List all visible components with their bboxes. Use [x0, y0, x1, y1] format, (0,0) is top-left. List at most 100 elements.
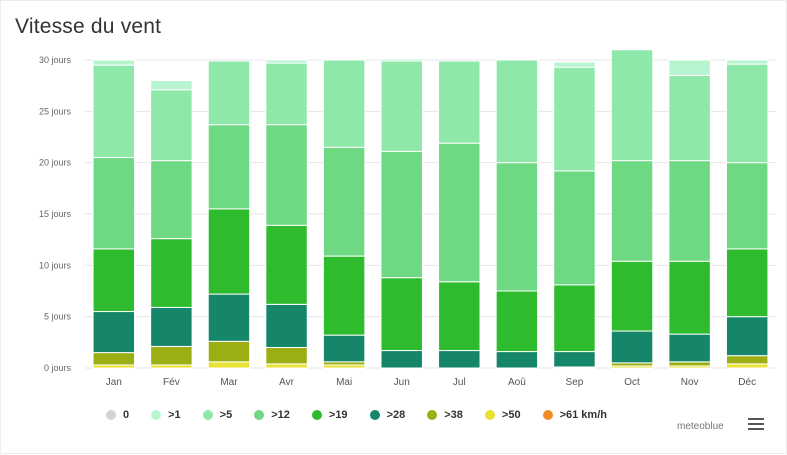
bar-segment[interactable] — [380, 60, 423, 152]
bar-segment[interactable] — [668, 74, 711, 162]
bar-segment[interactable] — [150, 80, 193, 91]
legend-label: 0 — [123, 409, 130, 421]
bar-segment[interactable] — [322, 146, 366, 257]
y-tick-label: 25 jours — [39, 106, 72, 116]
bar-segment[interactable] — [668, 59, 711, 76]
bar-segment[interactable] — [92, 311, 136, 354]
bar-segment[interactable] — [668, 333, 711, 363]
bar-segment[interactable] — [265, 62, 308, 126]
bar-segment[interactable] — [610, 160, 654, 262]
bar-segment[interactable] — [265, 346, 308, 365]
hamburger-menu-icon[interactable] — [748, 418, 764, 432]
y-tick-label: 0 jours — [44, 363, 72, 373]
bar-segment[interactable] — [725, 162, 769, 250]
legend-swatch — [484, 410, 495, 420]
bar-segment[interactable] — [725, 248, 769, 318]
legend-item[interactable]: >28 — [369, 409, 405, 421]
legend-label: >19 — [328, 409, 348, 421]
x-tick-label: Sep — [566, 377, 584, 388]
bar-segment[interactable] — [553, 351, 596, 368]
bar-segment[interactable] — [380, 350, 423, 369]
bar-segment[interactable] — [92, 64, 136, 159]
bar-segment[interactable] — [668, 160, 711, 262]
bar-segment[interactable] — [150, 160, 193, 240]
bar-segment[interactable] — [265, 124, 308, 226]
bar-segment[interactable] — [207, 124, 251, 210]
bar-segment[interactable] — [92, 157, 136, 250]
bar-segment[interactable] — [322, 334, 366, 363]
legend-item[interactable]: >1 — [151, 409, 181, 421]
bar-segment[interactable] — [265, 363, 308, 369]
x-tick-label: Oct — [624, 377, 640, 388]
bar-segment[interactable] — [495, 59, 539, 164]
bar-segment[interactable] — [380, 277, 423, 352]
bar-segment[interactable] — [725, 355, 769, 365]
bar-segment[interactable] — [553, 66, 596, 172]
legend-item[interactable]: >12 — [254, 409, 290, 421]
y-tick-label: 30 jours — [39, 55, 72, 65]
bar-segment[interactable] — [380, 150, 423, 279]
bar-segment[interactable] — [150, 89, 193, 162]
legend-swatch — [202, 410, 213, 420]
bar-segment[interactable] — [207, 208, 251, 295]
bar-segment[interactable] — [380, 58, 423, 62]
legend-label: >50 — [501, 409, 521, 421]
bar-segment[interactable] — [668, 361, 711, 367]
bar-segment[interactable] — [207, 361, 251, 369]
bar-segment[interactable] — [150, 238, 193, 308]
bar-segment[interactable] — [438, 60, 481, 144]
bar-segment[interactable] — [92, 352, 136, 366]
bar-segment[interactable] — [725, 316, 769, 357]
legend-item[interactable]: >19 — [311, 409, 348, 421]
bar-segment[interactable] — [322, 59, 366, 148]
y-tick-label: 20 jours — [39, 158, 72, 168]
legend: 0 >1 >5 >12 >19 >28 >38 >50 >61 km/h — [106, 406, 607, 424]
bar-segment[interactable] — [92, 59, 136, 66]
y-tick-label: 10 jours — [39, 260, 72, 270]
bar-segment[interactable] — [725, 59, 769, 65]
legend-label: >1 — [168, 409, 181, 421]
bar-segment[interactable] — [265, 59, 308, 64]
legend-item[interactable]: 0 — [106, 409, 129, 421]
legend-label: >61 km/h — [559, 409, 607, 421]
bar-segment[interactable] — [610, 330, 654, 364]
bar-segment[interactable] — [438, 350, 481, 369]
bar-segment[interactable] — [725, 63, 769, 164]
bar-segment[interactable] — [553, 170, 596, 286]
bar-segment[interactable] — [207, 293, 251, 342]
bar-segment[interactable] — [495, 162, 539, 292]
bar-segment[interactable] — [553, 61, 596, 68]
bar-segment[interactable] — [150, 306, 193, 347]
bar-segment[interactable] — [668, 260, 711, 335]
x-tick-label: Jan — [106, 377, 122, 388]
x-tick-label: Mar — [220, 377, 238, 388]
credit-label: meteoblue — [677, 421, 724, 432]
bar-segment[interactable] — [150, 345, 193, 366]
bar-segment[interactable] — [553, 284, 596, 353]
bar-segment[interactable] — [495, 290, 539, 353]
x-tick-label: Avr — [279, 377, 294, 388]
bar-segment[interactable] — [438, 142, 481, 283]
legend-item[interactable]: >38 — [427, 409, 463, 421]
chart-title: Vitesse du vent — [15, 15, 162, 38]
legend-label: >5 — [219, 409, 233, 421]
bar-segment[interactable] — [610, 260, 654, 332]
bar-segment[interactable] — [322, 255, 366, 336]
bar-segment[interactable] — [610, 49, 654, 162]
bar-segment[interactable] — [207, 60, 251, 126]
legend-swatch — [254, 410, 265, 420]
bar-segment[interactable] — [725, 363, 769, 369]
bar-segment[interactable] — [495, 351, 539, 369]
bar-segment[interactable] — [265, 224, 308, 305]
x-tick-label: Nov — [681, 377, 699, 388]
bar-segment[interactable] — [438, 281, 481, 352]
bar-segment[interactable] — [207, 340, 251, 363]
bar-segment[interactable] — [265, 303, 308, 348]
legend-item[interactable]: >5 — [202, 409, 233, 421]
legend-swatch — [427, 410, 438, 420]
legend-item[interactable]: >50 — [484, 409, 521, 421]
bar-segment[interactable] — [92, 248, 136, 313]
legend-item[interactable]: >61 km/h — [542, 409, 607, 421]
